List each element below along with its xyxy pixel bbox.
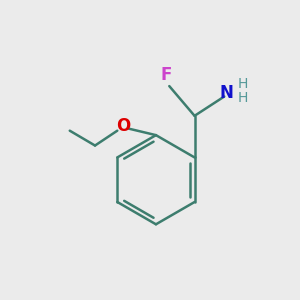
Text: F: F xyxy=(160,66,172,84)
Text: H: H xyxy=(238,91,248,105)
Text: O: O xyxy=(116,117,130,135)
Text: N: N xyxy=(220,84,234,102)
Text: H: H xyxy=(238,77,248,91)
